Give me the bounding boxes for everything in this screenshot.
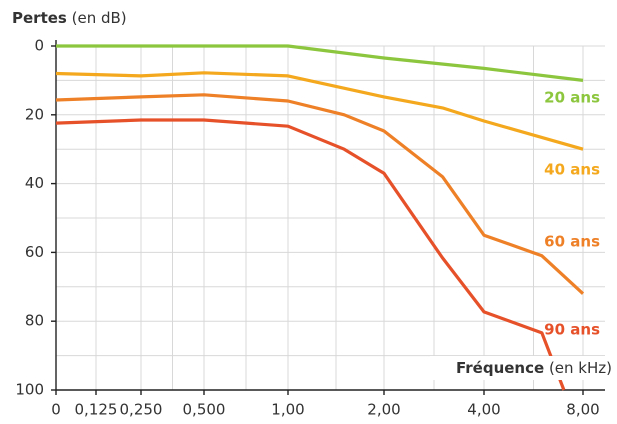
x-tick-label: 4,00 <box>467 401 500 419</box>
y-tick-label: 100 <box>15 381 44 399</box>
x-axis-label: Fréquence (en kHz) <box>456 359 612 377</box>
x-tick-label: 2,00 <box>367 401 400 419</box>
series-label: 90 ans <box>544 321 600 339</box>
x-label: Fréquence <box>456 359 544 377</box>
x-label-bg <box>430 356 614 380</box>
y-axis-label: Pertes (en dB) <box>12 9 127 27</box>
y-tick-label: 40 <box>25 174 44 192</box>
series-label: 20 ans <box>544 89 600 107</box>
x-unit: (en kHz) <box>549 359 612 377</box>
y-label: Pertes <box>12 9 67 27</box>
x-tick-label: 0 <box>51 401 61 419</box>
y-tick-label: 0 <box>34 37 44 55</box>
y-unit: (en dB) <box>72 9 127 27</box>
x-tick-label: 8,00 <box>566 401 599 419</box>
series-line <box>56 44 584 82</box>
x-tick-label: 1,00 <box>271 401 304 419</box>
y-tick-label: 80 <box>25 312 44 330</box>
series-line <box>56 118 566 391</box>
series-line <box>56 71 584 151</box>
x-tick-label: 0,125 <box>75 401 118 419</box>
series-label: 60 ans <box>544 233 600 251</box>
y-tick-label: 60 <box>25 243 44 261</box>
series-line <box>56 93 585 295</box>
x-tick-label: 0,500 <box>183 401 226 419</box>
x-tick-label: 0,250 <box>120 401 163 419</box>
y-tick-label: 20 <box>25 105 44 123</box>
series-label: 40 ans <box>544 161 600 179</box>
